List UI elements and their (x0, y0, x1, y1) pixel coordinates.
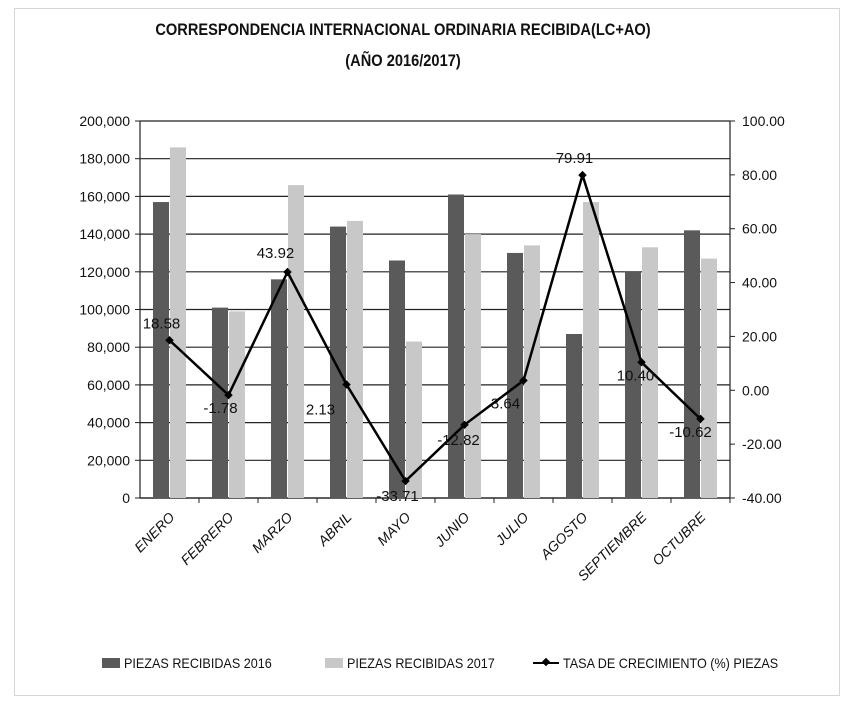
bar-2016 (153, 202, 169, 498)
y-left-tick-label: 140,000 (79, 226, 130, 242)
legend-label-2016: PIEZAS RECIBIDAS 2016 (124, 655, 272, 671)
legend-label-2017: PIEZAS RECIBIDAS 2017 (347, 655, 495, 671)
growth-marker (401, 476, 410, 486)
x-tick-label: JUNIO (431, 509, 473, 551)
growth-data-label: -12.82 (437, 432, 480, 449)
growth-marker (637, 358, 646, 367)
growth-marker (283, 267, 292, 277)
x-tick-label: FEBRERO (177, 509, 236, 568)
growth-data-label: 79.91 (556, 150, 594, 167)
bar-2016 (271, 279, 287, 498)
bar-2016 (684, 230, 700, 498)
bar-2016 (330, 226, 346, 498)
bar-2016 (389, 260, 405, 498)
growth-data-label: 3.64 (491, 395, 520, 412)
y-left-tick-label: 60,000 (87, 377, 130, 393)
bar-2016 (448, 194, 464, 498)
legend-swatch-2016 (102, 658, 120, 668)
bar-2017 (170, 147, 186, 498)
legend-line-marker (533, 657, 559, 669)
bar-2017 (229, 311, 245, 498)
growth-marker (460, 420, 469, 430)
y-right-tick-label: 20.00 (742, 328, 777, 344)
growth-data-label: -33.71 (376, 488, 419, 505)
growth-data-label: -10.62 (669, 424, 712, 441)
legend-item-growth: TASA DE CRECIMIENTO (%) PIEZAS (533, 655, 802, 671)
bar-2017 (642, 247, 658, 498)
y-left-tick-label: 200,000 (79, 113, 130, 129)
growth-data-label: 43.92 (257, 245, 295, 262)
y-left-tick-label: 0 (122, 490, 130, 506)
bar-2017 (347, 220, 363, 498)
bar-2017 (583, 202, 599, 498)
x-tick-label: MAYO (374, 509, 414, 549)
growth-data-label: 18.58 (143, 315, 181, 332)
legend-label-growth: TASA DE CRECIMIENTO (%) PIEZAS (563, 655, 779, 671)
legend-item-2017: PIEZAS RECIBIDAS 2017 (325, 655, 511, 671)
x-tick-label: MARZO (249, 509, 296, 556)
y-right-tick-label: -40.00 (742, 490, 782, 506)
growth-data-label: 2.13 (306, 402, 335, 419)
y-left-tick-label: 20,000 (87, 452, 130, 468)
growth-data-label: -1.78 (203, 400, 237, 417)
y-left-tick-label: 100,000 (79, 302, 130, 318)
growth-marker (165, 336, 174, 345)
x-tick-label: AGOSTO (536, 509, 590, 563)
bar-2016 (625, 271, 641, 498)
bar-2017 (701, 258, 717, 498)
bar-2016 (566, 334, 582, 498)
y-left-tick-label: 180,000 (79, 151, 130, 167)
growth-marker (519, 376, 528, 385)
growth-marker (342, 380, 351, 389)
growth-line (168, 170, 702, 484)
chart-subtitle: (AÑO 2016/2017) (345, 51, 461, 70)
bar-2017 (465, 234, 481, 498)
bar-2017 (406, 341, 422, 498)
y-left-tick-label: 120,000 (79, 264, 130, 280)
y-right-tick-label: -20.00 (742, 436, 782, 452)
bar-2016 (212, 307, 228, 498)
x-tick-label: ENERO (131, 509, 178, 556)
y-left-tick-label: 160,000 (79, 188, 130, 204)
y-left-tick-label: 80,000 (87, 339, 130, 355)
legend-item-2016: PIEZAS RECIBIDAS 2016 (102, 655, 288, 671)
x-tick-label: ABRIL (314, 509, 355, 550)
x-tick-label: OCTUBRE (649, 508, 709, 568)
growth-marker (578, 170, 587, 180)
y-right-tick-label: 40.00 (742, 275, 777, 291)
y-right-tick-label: 100.00 (742, 113, 785, 129)
bar-2017 (524, 245, 540, 498)
x-tick-label: JULIO (492, 509, 532, 549)
y-right-tick-label: 0.00 (742, 382, 769, 398)
y-left-tick-label: 40,000 (87, 415, 130, 431)
growth-marker (696, 414, 705, 424)
legend-swatch-2017 (325, 658, 343, 668)
growth-data-label: 10.40 (617, 367, 655, 384)
growth-marker (224, 390, 233, 400)
bar-2017 (288, 185, 304, 498)
y-right-tick-label: 60.00 (742, 221, 777, 237)
bar-2016 (507, 252, 523, 498)
chart-title: CORRESPONDENCIA INTERNACIONAL ORDINARIA … (155, 20, 651, 39)
y-right-tick-label: 80.00 (742, 167, 777, 183)
